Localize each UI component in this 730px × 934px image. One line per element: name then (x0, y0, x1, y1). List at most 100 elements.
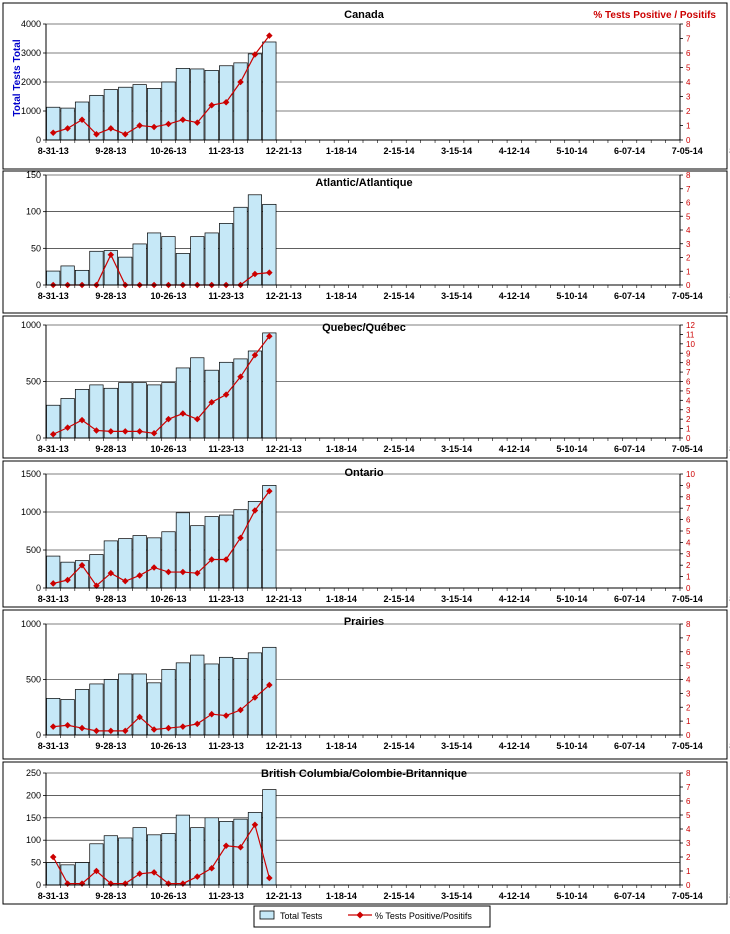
right-tick-label: 9 (686, 349, 691, 358)
bar (247, 350, 262, 439)
x-tick-label: 11-23-13 (208, 444, 244, 454)
right-tick-label: 0 (686, 281, 691, 290)
x-tick-label: 4-12-14 (499, 444, 530, 454)
right-tick-label: 10 (686, 470, 695, 479)
x-tick-label: 10-26-13 (150, 891, 186, 901)
right-tick-label: 6 (686, 648, 691, 657)
bar (204, 516, 219, 589)
x-tick-label: 2-15-14 (384, 891, 415, 901)
bar (60, 398, 75, 439)
percent-point (165, 415, 172, 423)
x-tick-label: 12-21-13 (266, 594, 302, 604)
x-tick-label: 8-31-13 (38, 146, 69, 156)
right-tick-label: 7 (686, 783, 691, 792)
bar (89, 683, 104, 736)
bar (103, 679, 118, 736)
percent-point (222, 99, 230, 106)
percent-point (121, 577, 129, 585)
bar (103, 835, 118, 886)
bar (247, 501, 262, 589)
right-tick-label: 10 (686, 340, 695, 349)
chart-panel: 0 50 100 150 0 1 2 3 4 5 6 7 8 8-31-13 9-28-13 10-26-13… (2, 170, 730, 314)
x-tick-label: 9-28-13 (95, 741, 126, 751)
right-tick-label: 12 (686, 321, 695, 330)
bar (89, 250, 104, 286)
right-tick-label: 5 (686, 64, 691, 73)
x-tick-label: 2-15-14 (384, 146, 415, 156)
x-tick-label: 6-07-14 (614, 594, 645, 604)
right-tick-label: 3 (686, 689, 691, 698)
panel-border (2, 2, 728, 170)
percent-point (49, 129, 57, 137)
x-tick-label: 5-10-14 (556, 741, 587, 751)
left-tick-label: 100 (26, 207, 41, 217)
x-tick-label: 6-07-14 (614, 891, 645, 901)
percent-point (208, 556, 215, 563)
bar (233, 509, 248, 589)
right-tick-label: 0 (686, 731, 691, 740)
percent-line (53, 490, 270, 587)
x-tick-label: 6-07-14 (614, 291, 645, 301)
percent-line (53, 684, 270, 732)
x-tick-label: 3-15-14 (441, 146, 472, 156)
percent-point (266, 487, 273, 495)
right-tick-label: 6 (686, 49, 691, 58)
bar (161, 833, 176, 886)
x-tick-label: 1-18-14 (326, 291, 357, 301)
bar (233, 658, 248, 736)
x-tick-label: 3-15-14 (441, 594, 472, 604)
percent-point (64, 424, 71, 431)
right-tick-label: 0 (686, 881, 691, 890)
left-tick-label: 0 (36, 880, 41, 890)
left-tick-label: 500 (26, 377, 41, 387)
x-tick-label: 4-12-14 (499, 594, 530, 604)
bar (147, 384, 162, 439)
right-tick-label: 4 (686, 396, 691, 405)
x-tick-label: 7-05-14 (672, 444, 703, 454)
left-tick-label: 50 (31, 243, 41, 253)
right-tick-label: 1 (686, 573, 691, 582)
bar (233, 818, 248, 886)
right-tick-label: 2 (686, 561, 691, 570)
bar (103, 89, 118, 141)
right-tick-label: 7 (686, 634, 691, 643)
x-tick-label: 11-23-13 (208, 594, 244, 604)
x-tick-label: 4-12-14 (499, 291, 530, 301)
bar (147, 232, 162, 286)
x-tick-label: 5-10-14 (556, 444, 587, 454)
bar (161, 236, 176, 286)
right-tick-label: 0 (686, 136, 691, 145)
bar (175, 68, 190, 141)
legend-bar-swatch (259, 910, 275, 920)
percent-point (208, 710, 215, 718)
chart-title: Canada (344, 9, 385, 21)
percent-point (165, 120, 172, 128)
x-tick-label: 9-28-13 (95, 146, 126, 156)
right-tick-label: 1 (686, 425, 691, 434)
chart-panel: 0 50 100 150 200 250 0 1 2 3 4 5 6 7 8 8-31-13 9-28-13 10… (2, 761, 730, 905)
right-tick-label: 8 (686, 359, 691, 368)
bar (175, 367, 190, 439)
left-tick-label: 1000 (21, 619, 41, 629)
percent-point (78, 116, 86, 123)
percent-point (93, 427, 100, 434)
right-tick-label: 7 (686, 504, 691, 513)
x-tick-label: 6-07-14 (614, 444, 645, 454)
percent-point (208, 864, 215, 872)
percent-point (266, 874, 273, 882)
right-tick-label: 0 (686, 584, 691, 593)
right-tick-label: 7 (686, 368, 691, 377)
percent-line (52, 335, 270, 435)
percent-point (222, 556, 230, 563)
percent-point (251, 507, 259, 514)
x-tick-label: 3-15-14 (441, 741, 472, 751)
right-tick-label: 3 (686, 406, 691, 415)
percent-point (251, 270, 259, 278)
x-tick-label: 11-23-13 (208, 891, 244, 901)
right-tick-label: 7 (686, 185, 691, 194)
x-tick-label: 10-26-13 (150, 594, 186, 604)
right-tick-label: 2 (686, 415, 691, 424)
bar (247, 53, 262, 141)
bar (233, 206, 248, 286)
